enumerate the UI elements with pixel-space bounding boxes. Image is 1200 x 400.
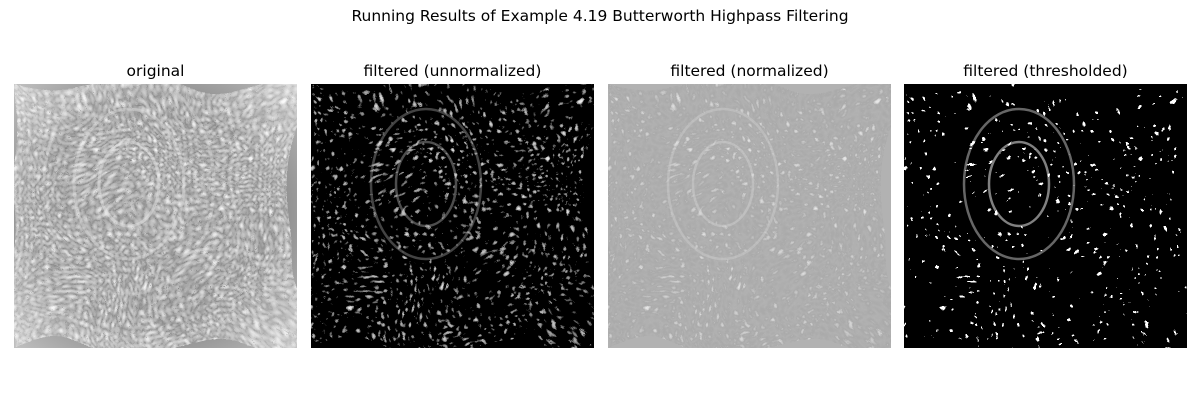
fingerprint-original-image bbox=[14, 84, 297, 348]
fingerprint-normalized-image bbox=[608, 84, 891, 348]
figure-title: Running Results of Example 4.19 Butterwo… bbox=[351, 7, 849, 25]
panel-title-thresholded: filtered (thresholded) bbox=[963, 62, 1128, 80]
panel-normalized: filtered (normalized) bbox=[608, 60, 891, 350]
panel-unnormalized: filtered (unnormalized) bbox=[311, 60, 594, 350]
fingerprint-thresholded-image bbox=[904, 84, 1187, 348]
panel-title-normalized: filtered (normalized) bbox=[670, 62, 829, 80]
panel-original: original bbox=[14, 60, 297, 350]
panel-title-unnormalized: filtered (unnormalized) bbox=[363, 62, 542, 80]
panel-thresholded: filtered (thresholded) bbox=[904, 60, 1187, 350]
panel-title-original: original bbox=[126, 62, 185, 80]
fingerprint-unnormalized-image bbox=[311, 84, 594, 348]
